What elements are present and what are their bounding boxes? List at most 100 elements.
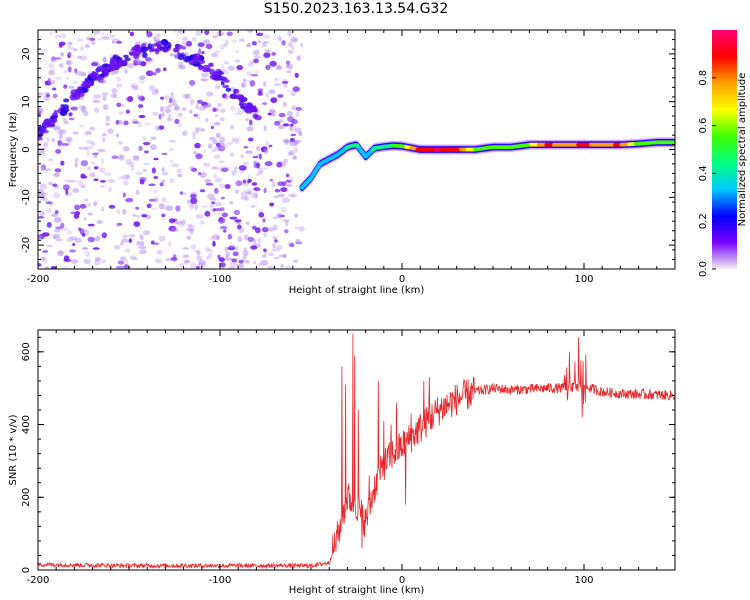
speckle: [215, 202, 222, 207]
speckle: [122, 146, 130, 152]
speckle: [161, 152, 168, 156]
speckle: [255, 173, 260, 177]
speckle: [73, 80, 78, 85]
speckle: [200, 205, 209, 208]
speckle: [225, 40, 229, 44]
speckle: [135, 171, 143, 176]
speckle: [238, 165, 247, 171]
speckle: [117, 176, 124, 180]
speckle: [205, 247, 210, 252]
speckle: [105, 122, 111, 126]
y-tick-label: -10: [21, 189, 32, 205]
speckle: [243, 234, 249, 241]
speckle: [285, 64, 291, 69]
spectrogram-plot-area: [38, 30, 675, 269]
speckle: [292, 86, 301, 92]
speckle: [299, 42, 304, 48]
speckle: [52, 87, 57, 91]
speckle: [268, 144, 273, 148]
speckle: [287, 151, 293, 156]
speckle: [111, 155, 119, 159]
speckle: [149, 71, 158, 75]
speckle: [252, 49, 260, 56]
speckle: [271, 246, 280, 253]
speckle: [246, 42, 251, 47]
speckle: [229, 201, 234, 205]
speckle: [253, 261, 257, 265]
speckle: [230, 261, 238, 267]
speckle: [234, 219, 242, 223]
speckle: [212, 35, 219, 39]
speckle: [117, 141, 123, 145]
ridge-blob: [209, 74, 218, 80]
speckle: [263, 232, 267, 238]
speckle: [205, 91, 214, 97]
speckle: [191, 244, 196, 250]
speckle: [287, 89, 291, 92]
speckle: [80, 45, 84, 51]
speckle: [213, 146, 220, 150]
speckle: [93, 94, 102, 99]
speckle: [74, 237, 82, 243]
speckle: [292, 38, 298, 43]
speckle: [48, 202, 54, 206]
speckle: [262, 41, 267, 48]
speckle: [238, 227, 245, 234]
ridge-blob: [62, 104, 69, 109]
speckle: [256, 32, 264, 37]
speckle: [276, 161, 283, 168]
speckle: [143, 150, 150, 154]
speckle: [269, 202, 275, 207]
speckle: [52, 236, 57, 239]
speckle: [125, 158, 132, 166]
ridge-blob: [177, 54, 185, 61]
ridge-blob: [157, 40, 163, 47]
speckle: [216, 85, 220, 89]
ridge-blob: [110, 59, 116, 65]
speckle: [223, 229, 227, 233]
speckle: [285, 173, 290, 178]
speckle: [204, 210, 211, 217]
speckle: [201, 128, 205, 132]
speckle: [212, 208, 216, 212]
ridge-blob: [160, 39, 169, 46]
x-tick-label: 0: [399, 575, 405, 586]
speckle: [220, 63, 225, 69]
speckle: [153, 35, 157, 42]
speckle: [287, 30, 292, 37]
speckle: [58, 133, 64, 140]
speckle: [272, 216, 278, 220]
speckle: [175, 205, 181, 212]
speckle: [122, 208, 127, 215]
speckle: [258, 212, 265, 218]
speckle: [52, 183, 58, 187]
ridge-blob: [216, 70, 225, 76]
speckle: [282, 197, 290, 204]
speckle: [197, 99, 203, 104]
ridge-blob: [142, 51, 148, 59]
speckle: [282, 84, 288, 88]
speckle: [238, 259, 244, 264]
speckle: [223, 42, 228, 48]
speckle: [153, 157, 159, 161]
speckle: [292, 155, 297, 160]
speckle: [170, 228, 177, 232]
speckle: [99, 185, 106, 188]
speckle: [219, 117, 225, 122]
speckle: [132, 155, 140, 161]
speckle: [258, 167, 264, 173]
speckle: [252, 155, 259, 159]
speckle: [235, 180, 243, 187]
speckle: [211, 166, 219, 170]
ridge-blob: [117, 61, 124, 66]
speckle: [295, 111, 300, 117]
speckle: [41, 48, 49, 52]
speckle: [200, 220, 204, 225]
speckle: [260, 146, 268, 153]
speckle: [75, 179, 83, 184]
speckle: [208, 137, 216, 141]
speckle: [220, 44, 225, 50]
speckle: [194, 142, 201, 149]
speckle: [193, 249, 201, 253]
speckle: [72, 243, 76, 246]
